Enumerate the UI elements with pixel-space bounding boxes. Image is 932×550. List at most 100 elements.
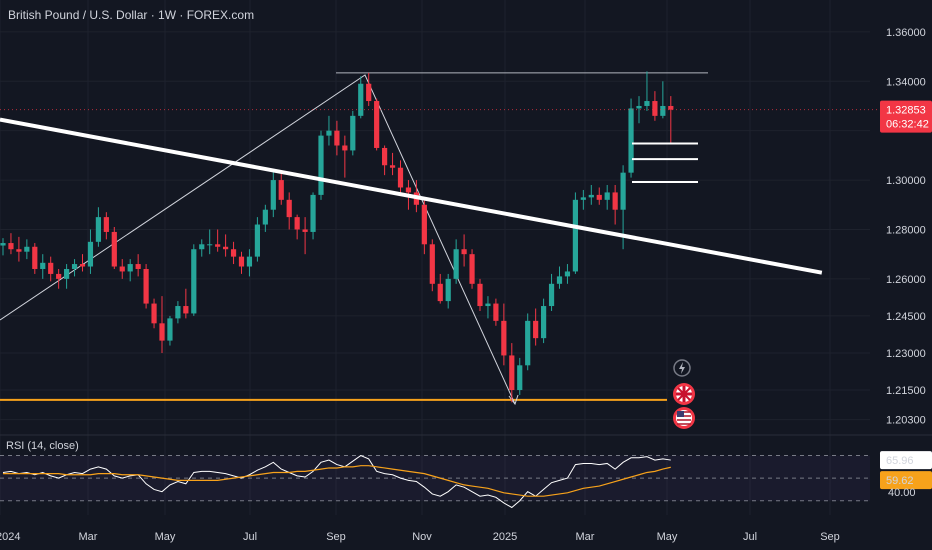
- candle-body: [588, 194, 594, 198]
- lightning-icon: [673, 359, 691, 377]
- rsi-line: [2, 454, 671, 509]
- event-icons[interactable]: [673, 359, 695, 429]
- candle-body: [405, 187, 412, 193]
- candle-body: [533, 320, 539, 339]
- candle-body: [628, 108, 634, 173]
- candle-body: [548, 283, 555, 307]
- candle-body: [71, 264, 78, 269]
- candle-body: [40, 262, 46, 269]
- time-tick-label: Nov: [412, 531, 432, 543]
- candle-body: [183, 306, 189, 314]
- candle-body: [469, 254, 475, 284]
- candle-body: [16, 249, 22, 252]
- candle-body: [493, 303, 499, 321]
- candle-body: [636, 105, 642, 109]
- candle-body: [334, 130, 340, 146]
- candle-body: [175, 306, 181, 319]
- candle-body: [541, 306, 547, 339]
- drawings-front: [0, 109, 880, 275]
- price-tick-label: 1.34000: [886, 76, 926, 88]
- candle-body: [151, 303, 157, 324]
- candle-body: [32, 246, 38, 269]
- candle-body: [389, 165, 396, 168]
- candles: [0, 71, 674, 403]
- candle-body: [556, 276, 563, 284]
- rsi-ma-badge-value: 59.62: [886, 475, 914, 487]
- candle-body: [644, 101, 650, 106]
- lightning-icon-bolt: [679, 362, 685, 374]
- candle-body: [366, 83, 372, 102]
- candle-body: [453, 249, 459, 279]
- rsi-level-label: 40.00: [888, 487, 916, 499]
- lightning-icon-ring: [673, 359, 691, 377]
- candle-body: [660, 105, 666, 116]
- candle-body: [620, 172, 626, 210]
- price-tick-label: 1.26000: [886, 274, 926, 286]
- candle-body: [119, 266, 125, 272]
- candle-body: [326, 130, 332, 136]
- candle-body: [596, 194, 602, 200]
- candle-body: [509, 355, 515, 391]
- chart-title: British Pound / U.S. Dollar · 1W · FOREX…: [8, 8, 255, 22]
- price-badge: [880, 100, 932, 133]
- candle-body: [230, 249, 237, 257]
- candle-body: [270, 180, 276, 210]
- candle-body: [24, 246, 30, 252]
- candle-body: [358, 83, 364, 116]
- candle-body: [262, 209, 268, 225]
- candle-body: [64, 268, 70, 279]
- price-tick-label: 1.30000: [886, 175, 926, 187]
- time-tick-label: Sep: [820, 531, 840, 543]
- price-badge-value: 1.32853: [886, 105, 926, 117]
- price-tick-label: 1.20300: [886, 415, 926, 427]
- candle-body: [517, 365, 523, 391]
- candle-body: [445, 278, 451, 302]
- candle-body: [397, 167, 404, 188]
- time-tick-label: Sep: [326, 531, 346, 543]
- price-tick-label: 1.28000: [886, 224, 926, 236]
- price-axis[interactable]: 1.36000 1.34000 1.30000 1.28000 1.26000 1.245…: [886, 27, 926, 427]
- time-tick-label: May: [657, 531, 678, 543]
- price-tick-label: 1.36000: [886, 27, 926, 39]
- candle-body: [374, 101, 380, 148]
- candle-body: [0, 243, 6, 246]
- candle-body: [342, 145, 348, 151]
- candle-body: [310, 194, 316, 232]
- candle-body: [525, 320, 531, 366]
- drawings: [0, 72, 708, 406]
- zigzag-arrowhead: [508, 394, 519, 406]
- time-axis[interactable]: 2024 Mar May Jul Sep Nov 2025 Mar May Jul Sep: [0, 531, 840, 543]
- candle-body: [668, 105, 674, 110]
- rsi-badge: [880, 451, 932, 470]
- candle-body: [477, 283, 483, 307]
- candle-body: [501, 320, 507, 356]
- candle-body: [238, 256, 245, 267]
- price-badge-countdown: 06:32:42: [886, 119, 929, 131]
- candle-body: [127, 264, 133, 272]
- time-tick-label: Jul: [243, 531, 257, 543]
- candle-body: [286, 199, 292, 218]
- time-tick-label: Mar: [576, 531, 595, 543]
- candle-body: [318, 135, 324, 195]
- candle-body: [652, 101, 658, 116]
- candle-body: [421, 204, 427, 245]
- candle-body: [207, 244, 213, 246]
- candle-body: [56, 273, 62, 279]
- candle-body: [8, 243, 14, 250]
- candle-body: [382, 147, 388, 166]
- time-tick-label: 2024: [0, 531, 20, 543]
- rsi-ma-line: [3, 465, 671, 497]
- candle-body: [278, 180, 284, 200]
- candle-body: [103, 217, 109, 232]
- time-tick-label: May: [155, 531, 176, 543]
- candle-body: [167, 318, 173, 341]
- price-tick-label: 1.23000: [886, 348, 926, 360]
- candle-body: [48, 262, 54, 274]
- candle-body: [485, 303, 491, 307]
- candle-body: [95, 217, 101, 242]
- price-tick-label: 1.24500: [886, 311, 926, 323]
- price-tick-label: 1.21500: [886, 385, 926, 397]
- rsi-pane: [0, 454, 870, 509]
